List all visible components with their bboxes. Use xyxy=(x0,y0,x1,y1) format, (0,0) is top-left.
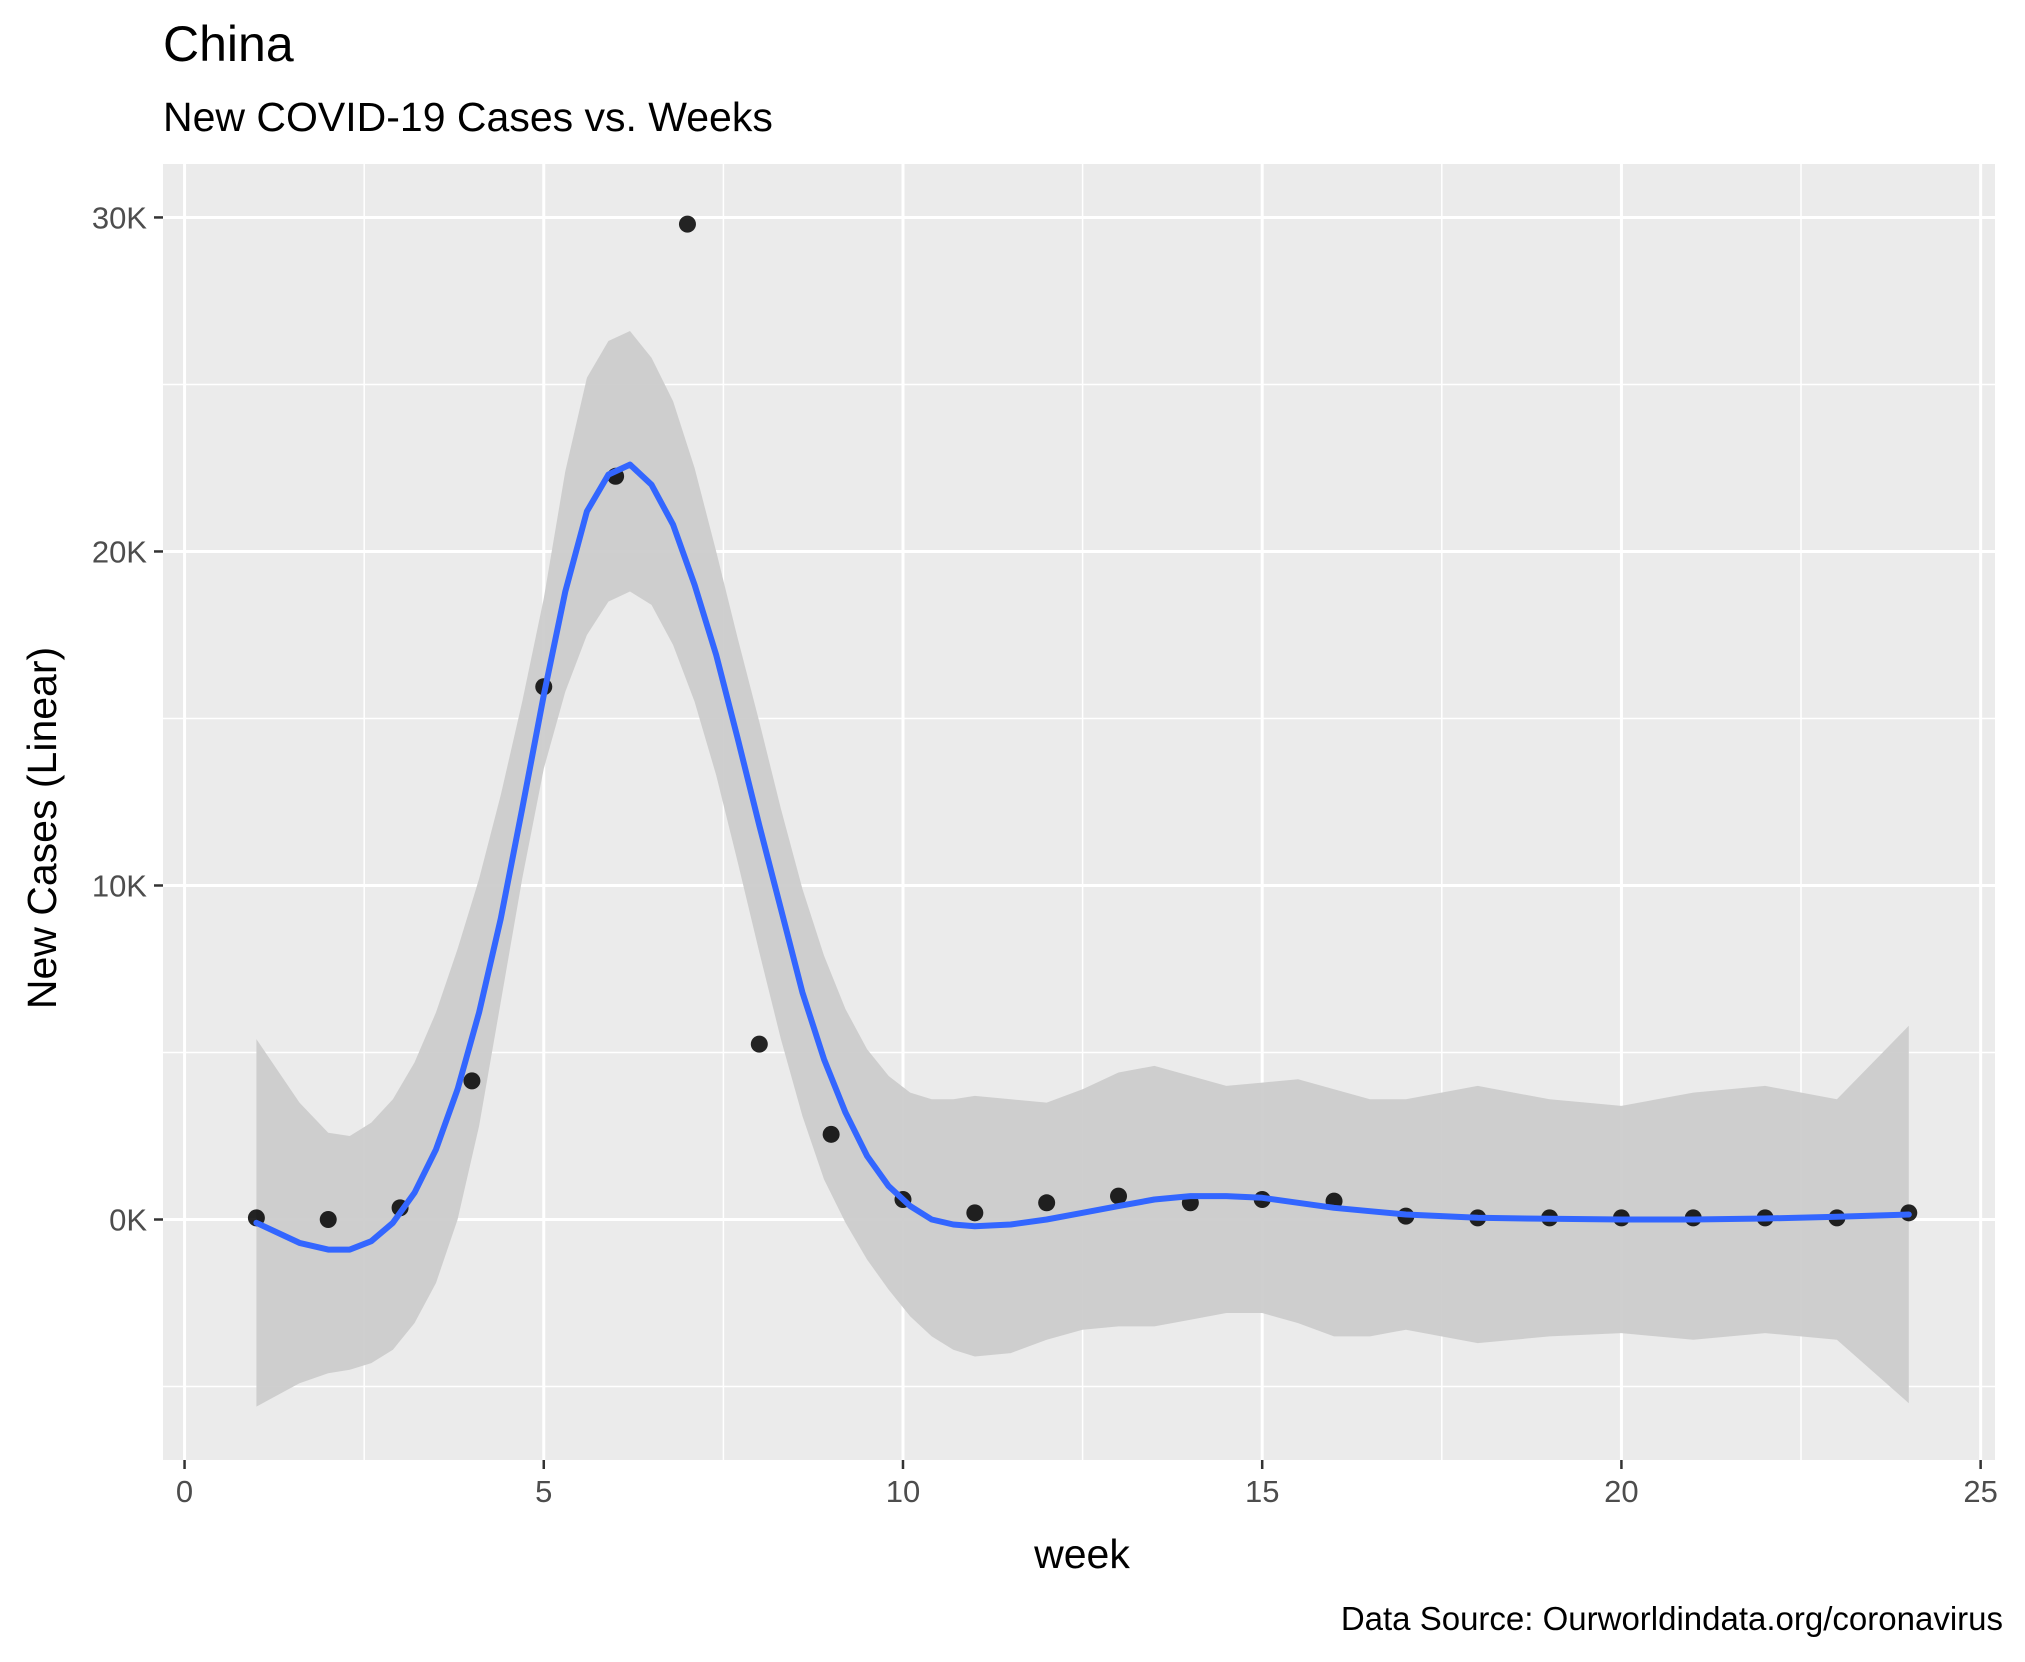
x-axis: 0 5 10 15 20 25 xyxy=(176,1460,1998,1509)
y-tick-label: 10K xyxy=(92,868,147,903)
x-tick-label: 25 xyxy=(1963,1474,1997,1509)
y-tick-label: 0K xyxy=(109,1203,147,1238)
data-point xyxy=(319,1211,337,1229)
x-tick-label: 20 xyxy=(1604,1474,1638,1509)
smooth-line xyxy=(253,461,1912,1253)
x-tick-label: 5 xyxy=(535,1474,552,1509)
y-axis-title: New Cases (Linear) xyxy=(19,647,65,1009)
data-point xyxy=(750,1035,768,1053)
data-source-caption: Data Source: Ourworldindata.org/coronavi… xyxy=(1341,1600,2003,1637)
y-tick-label: 20K xyxy=(92,534,147,569)
x-tick-label: 15 xyxy=(1245,1474,1279,1509)
chart-subtitle: New COVID-19 Cases vs. Weeks xyxy=(163,94,773,140)
y-tick-label: 30K xyxy=(92,200,147,235)
x-tick-label: 10 xyxy=(886,1474,920,1509)
data-point xyxy=(678,215,696,233)
confidence-ribbon xyxy=(256,331,1909,1407)
y-axis: 0K 10K 20K 30K xyxy=(92,200,163,1238)
x-axis-title: week xyxy=(1033,1531,1130,1577)
data-point xyxy=(966,1204,984,1222)
data-point xyxy=(1038,1194,1056,1212)
chart-title: China xyxy=(163,16,294,72)
data-point xyxy=(822,1125,840,1143)
data-point xyxy=(463,1072,481,1090)
data-point xyxy=(1110,1187,1128,1205)
x-tick-label: 0 xyxy=(176,1474,193,1509)
